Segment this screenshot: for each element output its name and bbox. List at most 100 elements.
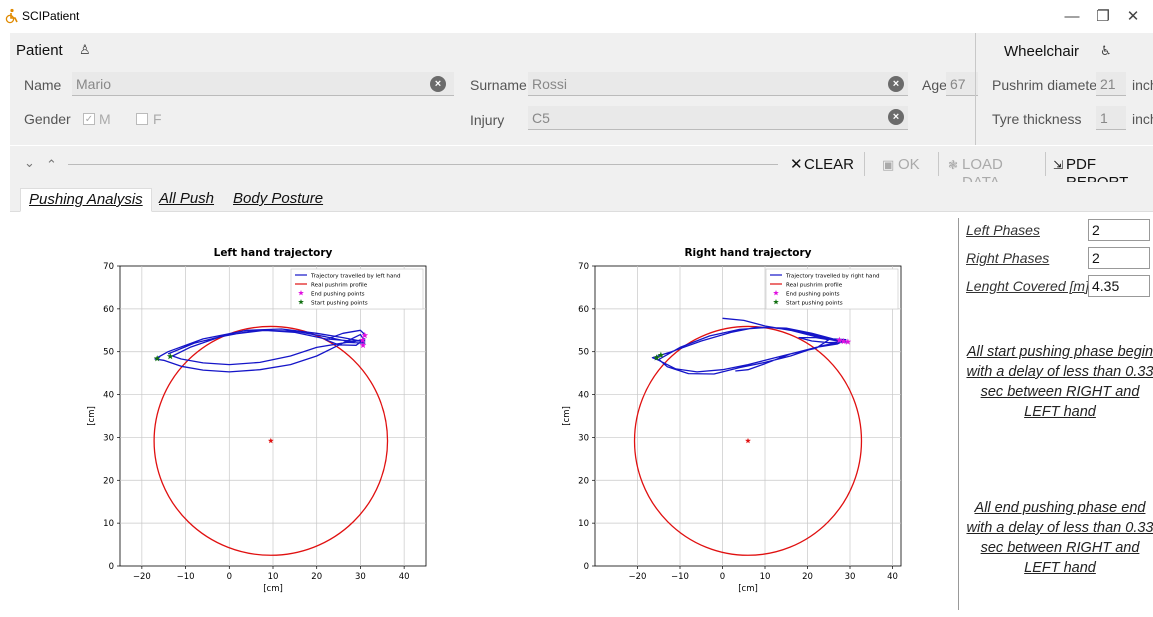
injury-field[interactable]: C5 (528, 106, 908, 130)
y-tick-label: 0 (584, 562, 589, 572)
chart-legend (290, 268, 424, 310)
plot-layer (633, 317, 863, 556)
clear-button-label: CLEAR (804, 156, 855, 173)
wheelchair-icon: ♿ (1100, 43, 1112, 58)
close-button[interactable]: ✕ (1126, 8, 1140, 25)
gender-f-checkbox[interactable] (136, 113, 148, 125)
y-tick-label: 20 (578, 476, 589, 486)
patient-wheelchair-panel: Patient ♙ Name Mario × Surname Rossi × A… (10, 33, 1153, 145)
export-icon: ⇲ (1053, 158, 1064, 172)
end-pushing-point (840, 337, 847, 345)
tab-bar: Pushing Analysis All Push Body Posture (10, 182, 1153, 212)
x-tick-label: 10 (760, 572, 771, 582)
hand-trajectory-line (651, 317, 849, 375)
pushrim-profile-circle (153, 325, 389, 556)
tyre-unit: inch (1132, 111, 1153, 127)
pushrim-diameter-label: Pushrim diameter (992, 77, 1102, 93)
tyre-thickness-field[interactable]: 1 (1096, 106, 1126, 130)
tab-body-posture[interactable]: Body Posture (233, 190, 324, 207)
y-axis-label: [cm] (87, 406, 97, 426)
end-pushing-point (844, 338, 852, 345)
y-tick-label: 30 (103, 433, 114, 443)
start-pushing-point (657, 351, 665, 358)
pushrim-unit: inch (1132, 77, 1153, 93)
tab-pushing-analysis[interactable]: Pushing Analysis (20, 188, 152, 212)
y-tick-label: 70 (103, 262, 114, 272)
right-hand-trajectory-chart: Right hand trajectory −20 −10 0 10 20 30 40 0 10 2… (562, 247, 902, 594)
x-tick-label: −10 (671, 572, 689, 582)
legend-label: Trajectory travelled by left hand (310, 274, 401, 280)
y-tick-label: 10 (103, 519, 114, 529)
x-axis-label: [cm] (263, 584, 283, 594)
y-tick-label: 30 (578, 433, 589, 443)
x-tick-label: 40 (887, 572, 898, 582)
collapse-up-icon[interactable]: ⌃ (46, 157, 57, 172)
minimize-button[interactable]: — (1064, 8, 1080, 25)
load-icon: ❃ (948, 158, 959, 172)
x-tick-label: 30 (355, 572, 366, 582)
x-tick-label: 20 (802, 572, 813, 582)
length-covered-label: Lenght Covered [m] (966, 278, 1089, 294)
surname-field[interactable]: Rossi (528, 72, 908, 96)
y-tick-label: 10 (578, 519, 589, 529)
toolbar-divider-line (68, 164, 778, 165)
y-tick-label: 60 (103, 305, 114, 315)
chart-title: Right hand trajectory (684, 247, 811, 259)
start-pushing-point (153, 355, 161, 362)
hand-trajectory-line (154, 328, 366, 373)
clear-button[interactable]: ✕ CLEAR (790, 146, 860, 182)
tab-all-push[interactable]: All Push (159, 190, 215, 207)
clear-injury-icon[interactable]: × (888, 109, 904, 125)
y-tick-label: 0 (109, 562, 114, 572)
legend-marker-swatch (298, 299, 304, 305)
y-tick-label: 60 (578, 305, 589, 315)
plot-area (594, 265, 902, 567)
left-phases-value: 2 (1088, 219, 1150, 241)
end-pushing-point (361, 331, 369, 339)
results-divider (958, 218, 959, 610)
panel-divider (975, 33, 976, 145)
x-tick-label: 40 (399, 572, 410, 582)
surname-label: Surname (470, 77, 527, 93)
pushrim-profile-circle (633, 325, 863, 556)
legend-label: Real pushrim profile (311, 283, 368, 289)
collapse-down-icon[interactable]: ⌄ (24, 155, 35, 170)
right-phases-label: Right Phases (966, 250, 1050, 266)
pushrim-diameter-field[interactable]: 21 (1096, 72, 1126, 96)
legend-label: Start pushing points (786, 301, 843, 307)
pdf-report-button[interactable]: ⇲ PDF REPORT (1053, 146, 1153, 191)
legend-marker-swatch (773, 290, 779, 296)
x-tick-label: 20 (311, 572, 322, 582)
gender-m-checkbox[interactable]: ✓ (83, 113, 95, 125)
name-field[interactable]: Mario (72, 72, 454, 96)
plot-layer (153, 325, 389, 556)
legend-label: Trajectory travelled by right hand (785, 274, 880, 280)
length-covered-value: 4.35 (1088, 275, 1150, 297)
x-tick-label: 0 (227, 572, 232, 582)
age-field[interactable]: 67 (946, 72, 978, 96)
clear-name-icon[interactable]: × (430, 76, 446, 92)
toolbar-separator (1045, 152, 1046, 176)
y-tick-label: 50 (103, 348, 114, 358)
x-tick-label: 30 (845, 572, 856, 582)
gender-f-label: F (153, 111, 162, 127)
name-label: Name (24, 77, 62, 93)
start-pushing-point (166, 352, 174, 360)
toolbar-separator (864, 152, 865, 176)
y-axis-label: [cm] (562, 406, 572, 426)
ok-button-label: OK (898, 156, 920, 173)
legend-label: End pushing points (786, 292, 840, 298)
pushing-analysis-panel: Left hand trajectory −20 −10 0 10 20 30 40 0 10 20… (10, 212, 1153, 617)
y-tick-label: 50 (578, 348, 589, 358)
load-data-button[interactable]: ❃ LOAD DATA (948, 146, 1044, 191)
ok-button[interactable]: ▣ OK (882, 146, 934, 182)
restore-button[interactable]: ❐ (1096, 8, 1110, 25)
clear-surname-icon[interactable]: × (888, 76, 904, 92)
y-tick-label: 40 (578, 391, 589, 401)
title-bar: SCIPatient — ❐ ✕ (0, 0, 1153, 32)
person-icon: ♙ (79, 42, 91, 57)
left-hand-trajectory-chart: Left hand trajectory −20 −10 0 10 20 30 40 0 10 20… (87, 247, 427, 594)
x-tick-label: 10 (268, 572, 279, 582)
toolbar-separator (938, 152, 939, 176)
legend-label: Real pushrim profile (786, 283, 843, 289)
